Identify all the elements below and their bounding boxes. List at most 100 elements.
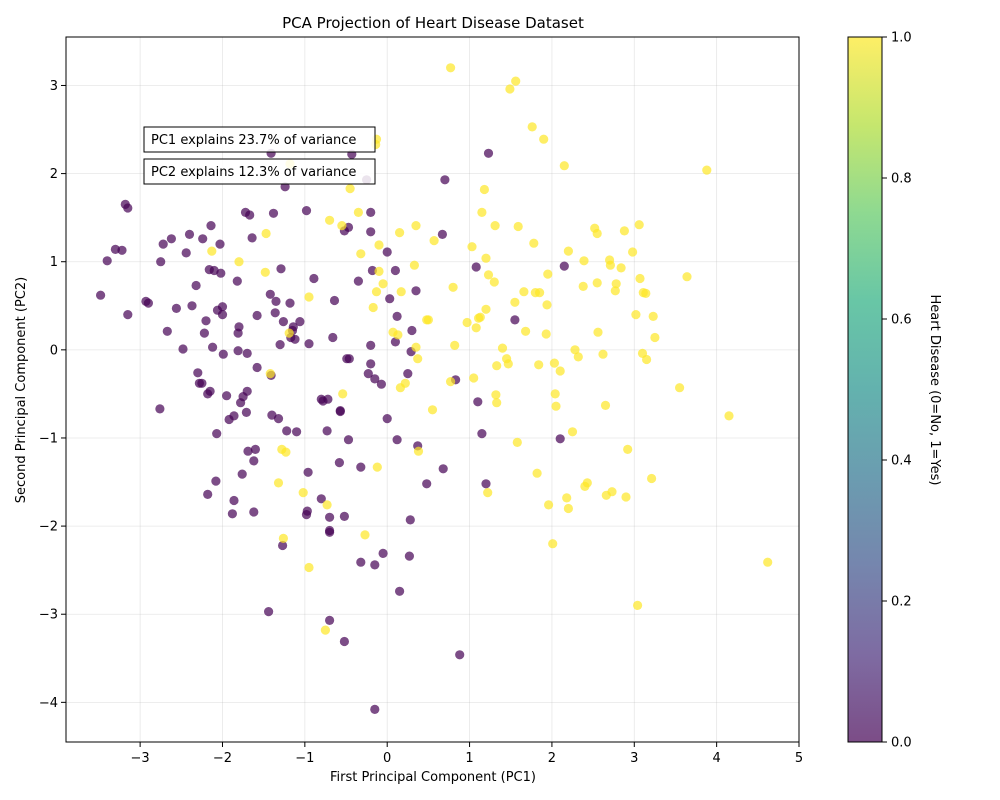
point-disease [207,246,217,256]
point-disease [635,273,645,284]
point-disease [345,184,355,194]
point-no-disease [325,512,335,522]
point-no-disease [404,551,414,561]
point-disease [320,625,330,635]
x-tick-label: −1 [295,751,314,766]
point-no-disease [555,434,565,444]
point-disease [621,492,631,502]
point-disease [521,326,531,336]
point-no-disease [233,346,243,356]
point-no-disease [276,264,286,274]
point-no-disease [252,310,262,321]
point-disease [634,220,644,230]
point-disease [298,488,308,498]
point-disease [724,411,734,421]
point-no-disease [278,540,288,551]
point-no-disease [273,414,284,424]
point-no-disease [193,368,203,378]
point-disease [338,389,348,399]
point-no-disease [422,479,432,489]
point-disease [467,242,477,252]
point-no-disease [343,435,354,445]
y-tick-label: −1 [39,431,58,446]
point-disease [261,228,271,239]
point-no-disease [166,234,176,244]
point-disease [492,361,502,371]
point-no-disease [216,268,226,278]
point-disease [429,236,439,246]
point-disease [511,76,521,86]
point-no-disease [325,527,335,537]
point-disease [563,246,574,256]
point-disease [393,330,403,340]
point-disease [567,427,578,437]
colorbar-tick-label: 0.0 [891,736,912,751]
point-disease [610,286,620,296]
point-disease [446,63,456,73]
point-no-disease [382,414,392,424]
point-disease [462,317,472,328]
point-no-disease [411,286,421,296]
plot-frame [65,36,800,743]
point-disease [641,288,651,298]
point-no-disease [211,476,221,486]
point-no-disease [232,276,242,286]
point-no-disease [237,469,247,479]
point-no-disease [252,362,262,373]
point-disease [548,539,558,549]
point-disease [481,304,491,314]
colorbar-label: Heart Disease (0=No, 1=Yes) [927,295,942,486]
point-disease [234,257,244,267]
point-no-disease [270,308,280,318]
point-no-disease [245,210,255,220]
point-disease [491,390,501,400]
point-disease [337,221,347,231]
y-tick-label: 2 [50,167,58,182]
point-disease [551,401,561,411]
point-disease [304,292,314,302]
point-no-disease [143,298,153,308]
point-no-disease [325,615,335,626]
data-points [96,63,773,715]
point-disease [628,247,638,257]
point-disease [368,302,378,313]
point-disease [273,478,284,488]
point-disease [479,184,489,195]
point-disease [409,260,419,270]
point-disease [446,377,456,387]
annotation-pc2: PC2 explains 12.3% of variance [143,158,376,185]
point-no-disease [218,349,228,359]
point-no-disease [559,261,569,271]
point-disease [374,240,384,250]
point-disease [631,310,641,320]
point-no-disease [438,464,448,474]
point-no-disease [205,386,215,396]
point-no-disease [483,148,494,158]
point-no-disease [334,458,344,468]
point-no-disease [395,586,405,596]
colorbar-tick-label: 0.8 [891,172,912,187]
point-no-disease [356,462,366,472]
point-disease [605,260,616,270]
point-disease [592,228,602,239]
point-no-disease [155,404,165,414]
point-no-disease [382,247,392,257]
x-tick-label: 3 [630,751,638,766]
point-disease [325,215,335,225]
point-disease [278,533,288,544]
point-no-disease [370,704,380,715]
point-no-disease [366,340,376,350]
point-no-disease [201,316,211,326]
point-disease [675,383,685,393]
point-disease [372,462,382,472]
point-disease [322,500,332,510]
point-disease [527,122,537,132]
x-tick-label: 2 [548,751,556,766]
point-no-disease [392,435,402,445]
x-tick-label: −2 [213,751,232,766]
point-no-disease [242,386,252,396]
point-no-disease [295,317,305,327]
point-disease [593,327,603,337]
colorbar [847,36,883,743]
